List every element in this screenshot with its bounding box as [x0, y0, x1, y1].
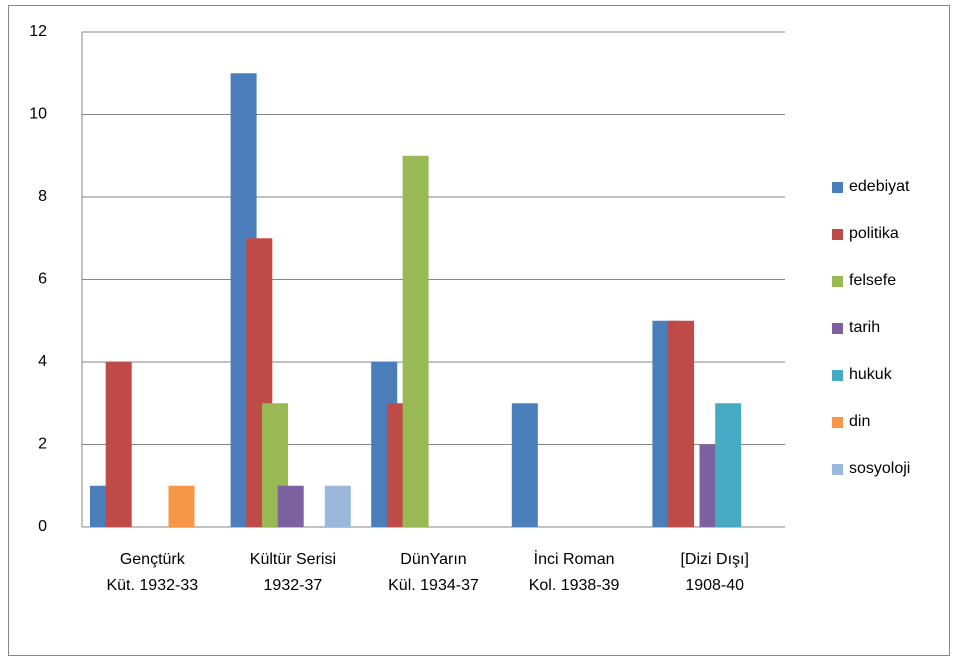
- legend-label: din: [849, 413, 870, 430]
- legend-swatch: [832, 229, 843, 240]
- y-tick-label: 0: [38, 518, 47, 535]
- x-tick-label: [Dizi Dışı] 1908-40: [680, 551, 749, 594]
- legend-swatch: [832, 276, 843, 287]
- legend-label: tarih: [849, 319, 880, 336]
- bar: [277, 485, 304, 527]
- y-tick-label: 2: [38, 436, 47, 453]
- legend-label: felsefe: [849, 272, 896, 289]
- legend-label: politika: [849, 225, 899, 242]
- legend-swatch: [832, 370, 843, 381]
- bar: [668, 320, 695, 527]
- x-tick-label: Kültür Serisi 1932-37: [249, 551, 337, 594]
- legend-swatch: [832, 417, 843, 428]
- chart-border: [8, 5, 950, 656]
- x-tick-label: DünYarın Kül. 1934-37: [388, 551, 479, 594]
- y-tick-label: 6: [38, 271, 47, 288]
- bar: [402, 155, 429, 527]
- bar: [105, 362, 132, 527]
- y-tick-label: 10: [29, 106, 47, 123]
- y-tick-label: 4: [38, 353, 47, 370]
- x-tick-label: Gençtürk Küt. 1932-33: [106, 551, 199, 594]
- bar: [715, 403, 742, 527]
- bar: [511, 403, 538, 527]
- bar: [324, 485, 351, 527]
- bar: [168, 485, 195, 527]
- legend-swatch: [832, 464, 843, 475]
- y-tick-label: 12: [29, 23, 47, 40]
- legend-label: hukuk: [849, 366, 893, 383]
- legend-label: sosyoloji: [849, 460, 910, 477]
- legend-label: edebiyat: [849, 178, 910, 195]
- x-tick-label: İnci Roman Kol. 1938-39: [528, 551, 620, 594]
- legend-swatch: [832, 323, 843, 334]
- y-tick-label: 8: [38, 188, 47, 205]
- legend-swatch: [832, 182, 843, 193]
